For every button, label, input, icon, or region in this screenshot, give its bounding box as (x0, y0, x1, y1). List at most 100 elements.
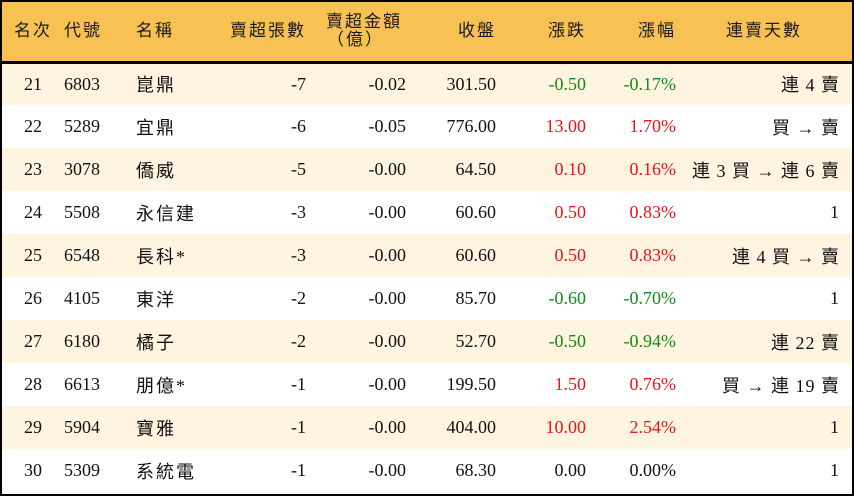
table-row[interactable]: 30 5309 系統電 -1 -0.00 68.30 0.00 0.00% 1 (2, 449, 852, 492)
stock-name-cell: 永信建 (136, 203, 196, 224)
table-row[interactable]: 28 6613 朋億* -1 -0.00 199.50 1.50 0.76% 買 → 連 19 … (2, 363, 852, 406)
header-net-sell-amount[interactable]: 賣超金額 （億） (306, 2, 406, 62)
price-change-cell: 0.00 (554, 460, 587, 480)
rank-cell: 29 (24, 417, 42, 437)
net-sell-lots-cell: -1 (291, 374, 306, 394)
stock-code-cell: 6548 (64, 245, 100, 265)
table-row[interactable]: 29 5904 寶雅 -1 -0.00 404.00 10.00 2.54% 1 (2, 406, 852, 449)
table-header-row: 名次 代號 名稱 賣超張數 賣超金額 （億） 收盤 漲跌 漲幅 連賣天數 (2, 2, 852, 62)
close-price-cell: 52.70 (455, 331, 497, 351)
change-pct-cell: -0.17% (623, 73, 677, 94)
stock-name-cell: 系統電 (136, 461, 196, 482)
table-row[interactable]: 27 6180 橘子 -2 -0.00 52.70 -0.50 -0.94% 連 22 賣 (2, 320, 852, 363)
close-price-cell: 60.60 (455, 202, 497, 222)
net-sell-amount-cell: -0.00 (368, 331, 407, 351)
sell-streak-cell: 1 (830, 288, 840, 308)
header-rank[interactable]: 名次 (14, 21, 52, 41)
stock-code-cell: 6180 (64, 331, 100, 351)
net-sell-lots-cell: -3 (291, 202, 306, 222)
change-pct-cell: -0.94% (623, 331, 677, 351)
stock-name-cell: 崑鼎 (136, 75, 176, 96)
stock-name-cell: 朋億* (136, 375, 187, 396)
net-sell-amount-cell: -0.05 (368, 116, 407, 136)
header-code[interactable]: 代號 (64, 21, 102, 41)
sell-streak-cell: 1 (830, 460, 840, 480)
net-sell-amount-cell: -0.00 (368, 417, 407, 437)
change-pct-cell: 0.16% (629, 159, 677, 179)
header-change-pct[interactable]: 漲幅 (638, 21, 676, 41)
close-price-cell: 68.30 (455, 460, 497, 480)
net-sell-lots-cell: -3 (291, 245, 306, 265)
stock-code-cell: 5309 (64, 460, 100, 480)
sell-streak-cell: 連 22 賣 (771, 332, 840, 353)
header-streak[interactable]: 連賣天數 (726, 21, 802, 41)
sell-streak-cell: 連 3 買 → 連 6 賣 (692, 160, 840, 181)
stock-code-cell: 5904 (64, 417, 100, 437)
close-price-cell: 85.70 (455, 288, 497, 308)
rank-cell: 28 (24, 374, 42, 394)
table-row[interactable]: 21 6803 崑鼎 -7 -0.02 301.50 -0.50 -0.17% 連 4 賣 (2, 62, 852, 105)
rank-cell: 25 (24, 245, 42, 265)
stock-code-cell: 3078 (64, 159, 100, 179)
net-sell-lots-cell: -1 (291, 460, 306, 480)
sell-streak-cell: 買 → 連 19 賣 (722, 375, 840, 396)
price-change-cell: 1.50 (554, 374, 587, 394)
change-pct-cell: 0.00% (629, 460, 677, 480)
table-row[interactable]: 23 3078 僑威 -5 -0.00 64.50 0.10 0.16% 連 3 買 → 連 6… (2, 148, 852, 191)
net-sell-amount-cell: -0.02 (368, 73, 407, 94)
sell-streak-cell: 1 (830, 202, 840, 222)
header-net-sell-lots[interactable]: 賣超張數 (230, 21, 306, 41)
net-sell-lots-cell: -7 (291, 73, 306, 94)
stock-code-cell: 6613 (64, 374, 100, 394)
header-change[interactable]: 漲跌 (548, 21, 586, 41)
net-sell-amount-cell: -0.00 (368, 460, 407, 480)
change-pct-cell: 0.83% (629, 245, 677, 265)
price-change-cell: 0.50 (554, 245, 587, 265)
table-row[interactable]: 22 5289 宜鼎 -6 -0.05 776.00 13.00 1.70% 買 → 賣 (2, 105, 852, 148)
rank-cell: 30 (24, 460, 42, 480)
rank-cell: 23 (24, 159, 42, 179)
header-net-sell-amount-line2: （億） (327, 30, 384, 50)
rank-cell: 27 (24, 331, 42, 351)
price-change-cell: 0.50 (554, 202, 587, 222)
close-price-cell: 60.60 (455, 245, 497, 265)
stock-code-cell: 5508 (64, 202, 100, 222)
change-pct-cell: 2.54% (629, 417, 677, 437)
net-sell-amount-cell: -0.00 (368, 202, 407, 222)
close-price-cell: 199.50 (446, 374, 497, 394)
stock-name-cell: 僑威 (136, 160, 176, 181)
table-row[interactable]: 24 5508 永信建 -3 -0.00 60.60 0.50 0.83% 1 (2, 191, 852, 234)
rank-cell: 26 (24, 288, 42, 308)
stock-code-cell: 4105 (64, 288, 100, 308)
stock-name-cell: 寶雅 (136, 418, 176, 439)
price-change-cell: -0.50 (548, 331, 587, 351)
net-sell-amount-cell: -0.00 (368, 159, 407, 179)
table-row[interactable]: 25 6548 長科* -3 -0.00 60.60 0.50 0.83% 連 4 買 → 賣 (2, 234, 852, 277)
header-name[interactable]: 名稱 (136, 21, 174, 41)
price-change-cell: 13.00 (545, 116, 587, 136)
net-sell-lots-cell: -2 (291, 331, 306, 351)
header-close[interactable]: 收盤 (458, 21, 496, 41)
change-pct-cell: 1.70% (629, 116, 677, 136)
table-body: 21 6803 崑鼎 -7 -0.02 301.50 -0.50 -0.17% 連 4 賣 22 5… (2, 62, 852, 492)
price-change-cell: -0.60 (548, 288, 587, 308)
net-sell-amount-cell: -0.00 (368, 288, 407, 308)
net-sell-lots-cell: -6 (291, 116, 306, 136)
net-sell-lots-cell: -5 (291, 159, 306, 179)
stock-name-cell: 宜鼎 (136, 117, 176, 138)
table-row[interactable]: 26 4105 東洋 -2 -0.00 85.70 -0.60 -0.70% 1 (2, 277, 852, 320)
price-change-cell: -0.50 (548, 73, 587, 94)
stock-name-cell: 橘子 (136, 332, 176, 353)
stock-code-cell: 5289 (64, 116, 100, 136)
stock-name-cell: 東洋 (136, 289, 176, 310)
change-pct-cell: 0.83% (629, 202, 677, 222)
net-sell-amount-cell: -0.00 (368, 374, 407, 394)
sell-streak-cell: 連 4 買 → 賣 (732, 246, 840, 267)
net-sell-amount-cell: -0.00 (368, 245, 407, 265)
net-sell-lots-cell: -2 (291, 288, 306, 308)
close-price-cell: 301.50 (446, 73, 497, 94)
price-change-cell: 0.10 (554, 159, 587, 179)
stock-code-cell: 6803 (64, 73, 100, 94)
change-pct-cell: -0.70% (623, 288, 677, 308)
